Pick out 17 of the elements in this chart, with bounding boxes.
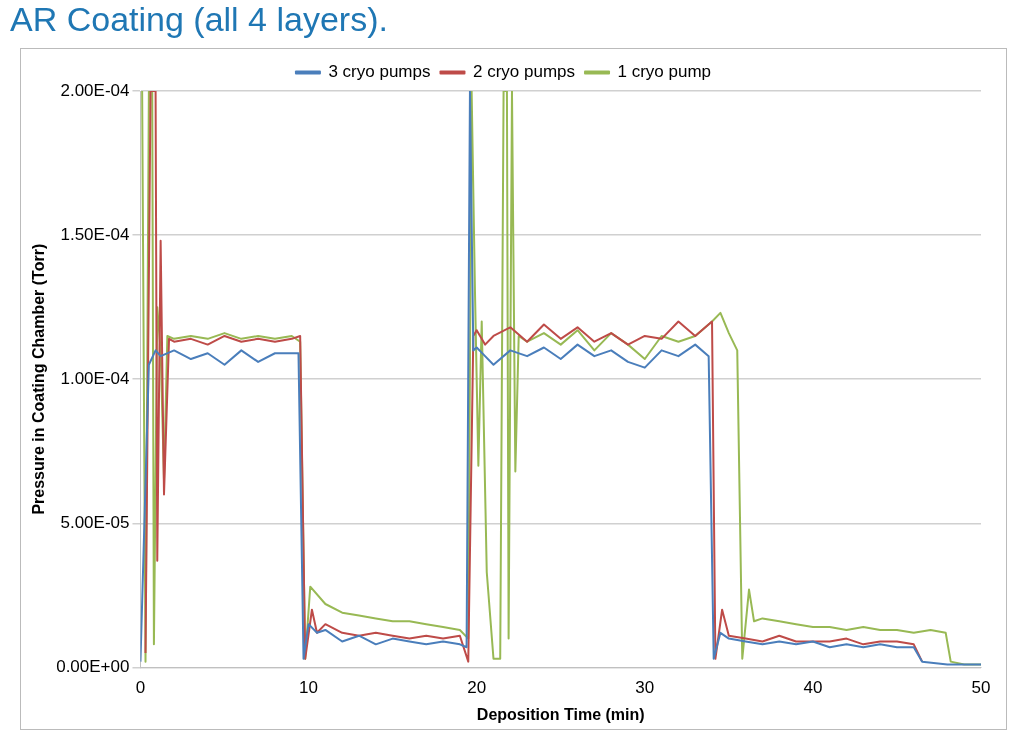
x-axis-title: Deposition Time (min) xyxy=(476,705,645,723)
legend-label: 2 cryo pumps xyxy=(472,62,576,82)
x-tick-label: 20 xyxy=(467,678,487,698)
x-tick-label: 50 xyxy=(971,678,991,698)
x-tick-label: 30 xyxy=(635,678,655,698)
y-tick-label: 1.00E-04 xyxy=(60,368,130,388)
y-tick-label: 1.50E-04 xyxy=(60,224,130,244)
x-tick-label: 10 xyxy=(299,678,319,698)
legend-label: 3 cryo pumps xyxy=(328,62,431,82)
x-tick-label: 40 xyxy=(803,678,823,698)
y-axis-title: Pressure in Coating Chamber (Torr) xyxy=(30,243,48,515)
legend-label: 1 cryo pump xyxy=(617,62,712,82)
y-tick-label: 2.00E-04 xyxy=(60,80,130,100)
x-tick-label: 0 xyxy=(135,678,146,698)
y-tick-label: 5.00E-05 xyxy=(60,512,130,532)
y-tick-label: 0.00E+00 xyxy=(56,657,130,677)
chart-title: AR Coating (all 4 layers). xyxy=(10,0,388,39)
